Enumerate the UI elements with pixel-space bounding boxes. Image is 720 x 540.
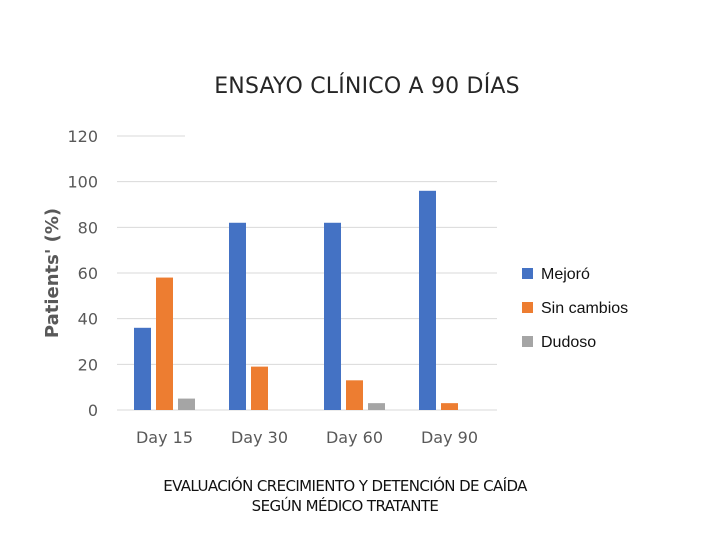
- x-tick-label: Day 60: [326, 428, 383, 447]
- bar-day-30-1: [251, 366, 268, 410]
- y-axis-label: Patients' (%): [42, 208, 63, 338]
- bar-day-60-0: [324, 222, 341, 410]
- caption-line-1: EVALUACIÓN CRECIMIENTO Y DETENCIÓN DE CA…: [163, 477, 527, 495]
- x-tick-label: Day 90: [421, 428, 478, 447]
- legend-swatch: [522, 268, 533, 279]
- bar-day-90-0: [419, 190, 436, 410]
- y-axis-ticks: 0 20 40 60 80 100 120: [67, 127, 98, 420]
- legend-label: Dudoso: [541, 334, 596, 351]
- bar-day-15-1: [156, 277, 173, 410]
- y-tick-label: 20: [78, 355, 98, 374]
- caption-line-2: SEGÚN MÉDICO TRATANTE: [251, 497, 439, 515]
- legend-swatch: [522, 336, 533, 347]
- legend-label: Mejoró: [541, 266, 590, 283]
- bar-day-15-0: [134, 327, 151, 410]
- y-tick-label: 100: [67, 173, 98, 192]
- bar-day-60-2: [368, 403, 385, 410]
- legend: Mejoró Sin cambios Dudoso: [522, 266, 628, 351]
- legend-swatch: [522, 302, 533, 313]
- bar-day-15-2: [178, 398, 195, 410]
- x-tick-label: Day 15: [136, 428, 193, 447]
- x-tick-label: Day 30: [231, 428, 288, 447]
- bars: [134, 190, 458, 410]
- bar-day-60-1: [346, 380, 363, 410]
- y-tick-label: 0: [88, 401, 98, 420]
- gridlines: [117, 135, 497, 411]
- y-tick-label: 80: [78, 218, 98, 237]
- y-tick-label: 120: [67, 127, 98, 146]
- chart-title: ENSAYO CLÍNICO A 90 DÍAS: [214, 74, 520, 99]
- y-tick-label: 40: [78, 310, 98, 329]
- legend-label: Sin cambios: [541, 300, 628, 317]
- bar-day-90-1: [441, 403, 458, 410]
- bar-day-30-0: [229, 222, 246, 410]
- y-tick-label: 60: [78, 264, 98, 283]
- chart-caption: EVALUACIÓN CRECIMIENTO Y DETENCIÓN DE CA…: [100, 476, 590, 516]
- x-axis-ticks: Day 15 Day 30 Day 60 Day 90: [136, 428, 478, 447]
